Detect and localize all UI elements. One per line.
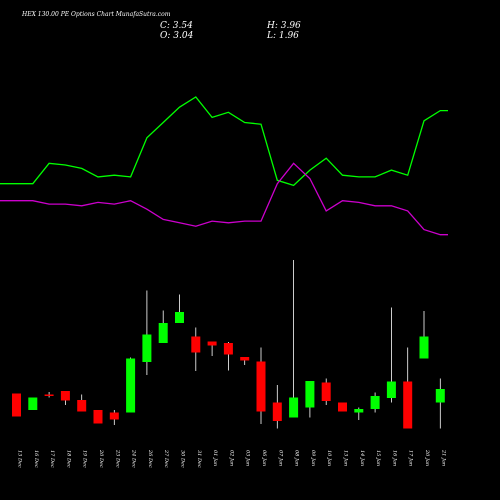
candle-body-up: [142, 334, 152, 362]
x-tick-label: 06 Jan: [261, 450, 267, 466]
indicator-lines: [0, 96, 448, 236]
candle-23-dec: [109, 410, 119, 425]
x-tick-label: 26 Dec: [147, 449, 153, 468]
chart-title: HEX 130.00 PE Options Chart MunafaSutra.…: [21, 11, 171, 18]
x-tick-label: 02 Jan: [228, 450, 234, 466]
x-tick-label: 16 Dec: [33, 450, 39, 468]
x-tick-label: 27 Dec: [163, 449, 169, 468]
candle-15-jan: [370, 392, 380, 413]
candle-body-up: [305, 381, 315, 408]
candlesticks: [12, 260, 445, 429]
candle-body-down: [272, 402, 282, 421]
x-tick-label: 09 Jan: [310, 450, 316, 466]
x-tick-label: 31 Dec: [196, 450, 202, 468]
candle-19-dec: [77, 394, 87, 412]
x-tick-label: 17 Dec: [49, 450, 55, 468]
candle-body-up: [28, 397, 38, 410]
candle-31-dec: [191, 327, 201, 371]
candle-03-jan: [240, 357, 250, 365]
candle-21-jan: [435, 378, 445, 429]
candle-body-up: [158, 323, 168, 343]
candle-body-down: [240, 357, 250, 361]
x-axis-ticks: 13 Dec 16 Dec 17 Dec 18 Dec 19 Dec 20 Dec 23 D…: [17, 449, 447, 468]
x-tick-label: 13 Dec: [17, 450, 23, 468]
candle-body-down: [60, 391, 70, 401]
candle-body-up: [435, 389, 445, 403]
candle-body-up: [419, 336, 429, 359]
candle-30-dec: [175, 294, 184, 323]
candle-07-jan: [272, 385, 282, 429]
candle-body-down: [223, 343, 233, 355]
candle-08-jan: [289, 260, 299, 418]
candle-27-dec: [158, 310, 168, 343]
candle-body-down: [207, 341, 217, 346]
candle-24-dec: [126, 357, 136, 413]
x-tick-label: 20 Dec: [98, 449, 104, 468]
candle-body-up: [354, 409, 364, 413]
candle-body-down: [403, 381, 413, 429]
x-tick-label: 23 Dec: [114, 449, 120, 468]
candle-body-down: [77, 400, 87, 412]
candle-body-down: [338, 402, 347, 412]
candle-body-down: [191, 336, 201, 353]
x-tick-label: 19 Dec: [82, 450, 88, 468]
ohlc-close: C: 3.54: [160, 21, 193, 31]
candle-body-down: [109, 412, 119, 420]
candle-body-up: [126, 358, 136, 413]
x-tick-label: 21 Jan: [440, 449, 446, 466]
candle-01-jan: [207, 341, 217, 356]
candle-body-up: [370, 396, 380, 409]
candle-20-jan: [419, 311, 429, 359]
candle-body-down: [12, 393, 21, 417]
candle-body-up: [289, 397, 299, 418]
candle-10-jan: [321, 378, 331, 405]
candle-06-jan: [256, 347, 266, 424]
x-tick-label: 14 Jan: [359, 450, 365, 466]
candle-body-up: [175, 312, 184, 323]
candle-14-jan: [354, 407, 364, 420]
ohlc-high: H: 3.96: [266, 21, 301, 31]
x-tick-label: 15 Jan: [375, 450, 381, 466]
x-tick-label: 10 Jan: [326, 450, 332, 466]
x-tick-label: 16 Jan: [391, 450, 397, 466]
x-tick-label: 13 Jan: [343, 450, 349, 466]
candle-16-dec: [28, 397, 38, 410]
candle-17-jan: [403, 347, 413, 429]
ohlc-low: L: 1.96: [266, 31, 299, 41]
candle-26-dec: [142, 290, 152, 375]
x-tick-label: 20 Jan: [424, 449, 430, 466]
candle-18-dec: [60, 391, 70, 405]
x-tick-label: 30 Dec: [180, 450, 186, 468]
candle-body-up: [386, 381, 396, 398]
indicator-line-lower: [0, 162, 448, 236]
x-tick-label: 24 Dec: [131, 449, 137, 468]
candle-body-down: [321, 382, 331, 401]
candle-body-down: [93, 410, 103, 424]
candle-13-jan: [338, 402, 347, 412]
x-tick-label: 01 Jan: [212, 450, 218, 466]
candle-body-down: [44, 394, 54, 396]
x-tick-label: 08 Jan: [294, 450, 300, 466]
x-tick-label: 03 Jan: [245, 450, 251, 466]
candle-body-down: [256, 361, 266, 412]
x-tick-label: 07 Jan: [277, 450, 283, 466]
ohlc-open: O: 3.04: [160, 31, 194, 41]
candle-16-jan: [386, 307, 396, 403]
candle-02-jan: [223, 342, 233, 371]
x-tick-label: 18 Dec: [65, 450, 71, 468]
indicator-line-upper: [0, 96, 448, 187]
x-tick-label: 17 Jan: [408, 450, 414, 466]
candle-17-dec: [44, 392, 54, 398]
candle-13-dec: [12, 393, 21, 417]
candle-20-dec: [93, 410, 103, 424]
candle-09-jan: [305, 381, 315, 418]
